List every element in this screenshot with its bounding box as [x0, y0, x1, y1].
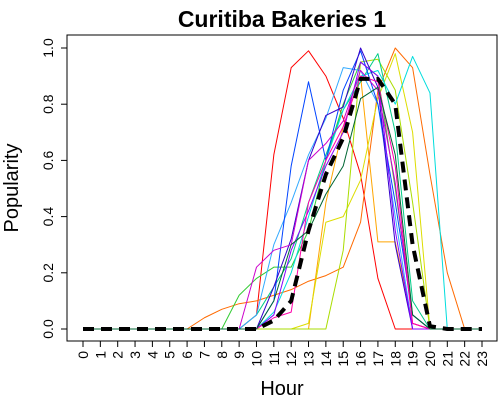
- x-tick-label: 22: [457, 351, 473, 367]
- y-tick-label: 1.0: [40, 38, 56, 58]
- y-axis-label: Popularity: [1, 144, 23, 233]
- x-tick-label: 12: [283, 351, 299, 367]
- x-tick-label: 18: [387, 351, 403, 367]
- y-tick-label: 0.4: [40, 207, 56, 227]
- x-tick-label: 4: [144, 351, 160, 359]
- y-tick-label: 0.6: [40, 150, 56, 170]
- x-tick-label: 21: [439, 351, 455, 367]
- x-tick-label: 13: [301, 351, 317, 367]
- x-tick-label: 14: [318, 351, 334, 367]
- x-tick-label: 17: [370, 351, 386, 367]
- y-axis: 0.0 0.2 0.4 0.6 0.8 1.0: [40, 38, 68, 339]
- x-tick-label: 16: [353, 351, 369, 367]
- x-axis: 0 1 2 3 4 5 6 7 8 9 10 11 12 13 14 15 16 17 18 19 20 21 22 23: [75, 340, 490, 367]
- series-line-14: [83, 86, 482, 330]
- x-tick-label: 11: [266, 351, 282, 366]
- x-tick-label: 15: [335, 351, 351, 367]
- y-tick-label: 0.8: [40, 94, 56, 114]
- x-tick-label: 19: [405, 351, 421, 367]
- y-tick-label: 0.2: [40, 263, 56, 283]
- x-tick-label: 0: [75, 351, 91, 359]
- x-tick-label: 5: [162, 351, 178, 359]
- x-tick-label: 23: [474, 351, 490, 367]
- series-group: [83, 47, 482, 331]
- x-tick-label: 10: [248, 351, 264, 367]
- x-tick-label: 7: [196, 351, 212, 359]
- x-tick-label: 2: [110, 351, 126, 359]
- series-line-mean: [83, 76, 482, 331]
- x-tick-label: 9: [231, 351, 247, 359]
- x-tick-label: 20: [422, 351, 438, 367]
- y-tick-label: 0.0: [40, 319, 56, 339]
- x-axis-label: Hour: [260, 378, 304, 400]
- chart-title: Curitiba Bakeries 1: [178, 6, 387, 32]
- x-tick-label: 8: [214, 351, 230, 359]
- x-tick-label: 3: [127, 351, 143, 359]
- x-tick-label: 6: [179, 351, 195, 359]
- x-tick-label: 1: [92, 351, 108, 359]
